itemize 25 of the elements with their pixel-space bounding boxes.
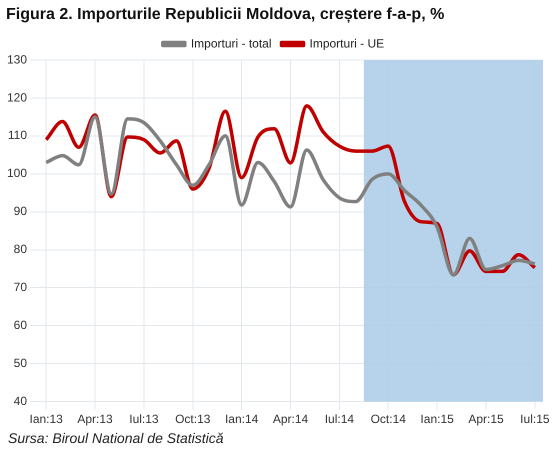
x-tick-label: Apr:13 (77, 412, 114, 426)
x-tick-label: Ian:13 (29, 412, 64, 426)
text: Sursa: Biroul National de Statistică (8, 430, 224, 446)
legend-label: Importuri - total (190, 36, 272, 50)
y-tick-label: 80 (14, 242, 28, 256)
y-tick-label: 110 (8, 128, 28, 142)
x-tick-label: Iul:13 (129, 412, 159, 426)
y-tick-label: 40 (14, 394, 28, 408)
x-tick-label: Oct:13 (175, 412, 211, 426)
x-tick-label: Ian:15 (420, 412, 454, 426)
y-tick-label: 70 (14, 280, 28, 294)
x-tick-label: Iul:14 (324, 412, 354, 426)
legend-label: Importuri - UE (310, 36, 384, 50)
y-tick-label: 120 (6, 90, 28, 104)
x-tick-label: Oct:14 (370, 412, 406, 426)
x-tick-label: Apr:15 (468, 412, 504, 426)
y-tick-label: 130 (6, 52, 28, 66)
y-tick-label: 60 (14, 318, 28, 332)
y-tick-label: 100 (6, 166, 28, 180)
y-tick-label: 50 (14, 356, 28, 370)
x-tick-label: Ian:14 (224, 412, 259, 426)
y-tick-label: 90 (14, 204, 28, 218)
chart-title: Figura 2. Importurile Republicii Moldova, creștere f-a-p, % (6, 6, 444, 24)
x-tick-label: Iul:15 (520, 412, 550, 426)
x-tick-label: Apr:14 (272, 412, 309, 426)
